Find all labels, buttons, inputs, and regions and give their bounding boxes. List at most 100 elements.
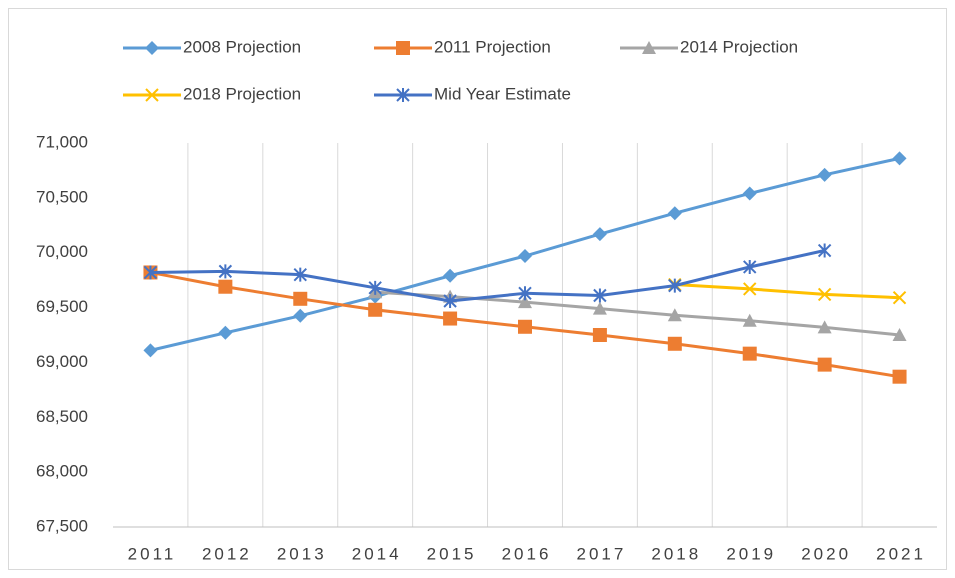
x-tick-label: 2015 [427,544,477,563]
marker-shape [642,41,656,54]
marker [667,308,682,322]
marker-shape [817,357,832,372]
x-tick-label: 2014 [352,544,402,563]
marker [592,301,607,315]
marker [218,279,233,294]
marker [293,291,308,306]
marker-shape [396,41,410,55]
marker-shape [518,319,532,334]
chart-border [8,8,947,570]
x-tick-label: 2016 [502,544,552,563]
marker-shape [892,328,907,341]
marker [817,320,832,334]
marker-shape [743,282,757,296]
x-tick-label: 2018 [651,544,701,563]
marker-shape [592,301,607,315]
marker [892,328,907,341]
marker-shape [667,308,682,322]
marker-shape [592,227,607,242]
marker [892,151,907,166]
marker-shape [742,346,757,361]
x-tick-label: 2021 [876,544,926,563]
marker [742,313,757,327]
x-tick-label: 2017 [576,544,626,563]
marker [668,278,682,293]
x-tick-label: 2019 [726,544,776,563]
legend-label: 2018 Projection [183,84,301,103]
marker-shape [443,268,458,283]
x-tick-label: 2013 [277,544,327,563]
y-tick-label: 70,000 [36,242,88,261]
marker [667,336,682,351]
marker-shape [817,320,832,334]
marker [892,290,907,305]
marker-shape [293,267,307,282]
marker-shape [145,41,159,55]
marker [143,265,158,280]
marker-shape [443,311,458,326]
y-tick-label: 68,000 [36,462,88,481]
marker-shape [396,88,410,102]
marker-shape [293,291,308,306]
series-line [375,290,900,337]
x-tick-label: 2020 [801,544,851,563]
marker [742,186,757,201]
x-tick-label: 2012 [202,544,252,563]
marker [817,243,832,258]
marker [396,88,410,102]
marker [593,288,607,303]
marker [592,227,607,242]
marker [518,295,532,309]
marker [145,88,159,102]
marker [642,41,656,54]
marker-shape [218,325,233,340]
marker [743,259,757,274]
legend-label: 2008 Projection [183,37,301,56]
marker-shape [817,167,832,182]
marker [518,319,532,334]
marker [742,346,757,361]
marker-shape [817,287,832,302]
marker-shape [743,259,757,274]
marker-shape [667,336,682,351]
marker [143,343,158,358]
marker-shape [218,264,233,279]
marker [518,249,532,264]
legend-label: 2011 Projection [434,37,551,56]
y-tick-label: 69,000 [36,352,88,371]
marker [892,369,907,384]
marker-shape [218,279,233,294]
legend-label: Mid Year Estimate [434,84,571,103]
marker-shape [143,265,158,280]
x-tick-label: 2011 [128,544,177,563]
marker-shape [368,280,382,295]
marker-shape [293,308,308,323]
marker-shape [817,243,832,258]
marker-shape [443,293,457,308]
marker-shape [667,206,682,221]
marker [443,293,457,308]
marker [592,328,607,342]
marker [218,264,233,279]
marker-shape [145,88,159,102]
marker-shape [668,278,682,293]
marker [817,287,832,302]
marker [396,41,410,55]
marker-shape [892,290,907,305]
marker-shape [518,295,532,309]
marker-shape [518,249,532,264]
marker-shape [592,328,607,342]
marker [368,302,383,317]
marker-shape [368,302,383,317]
legend-label: 2014 Projection [680,37,798,56]
marker [443,311,458,326]
marker-shape [892,151,907,166]
marker [518,286,532,301]
marker-shape [892,369,907,384]
marker-shape [742,186,757,201]
y-tick-label: 69,500 [36,297,88,316]
marker [293,267,307,282]
marker [218,325,233,340]
marker-shape [143,343,158,358]
